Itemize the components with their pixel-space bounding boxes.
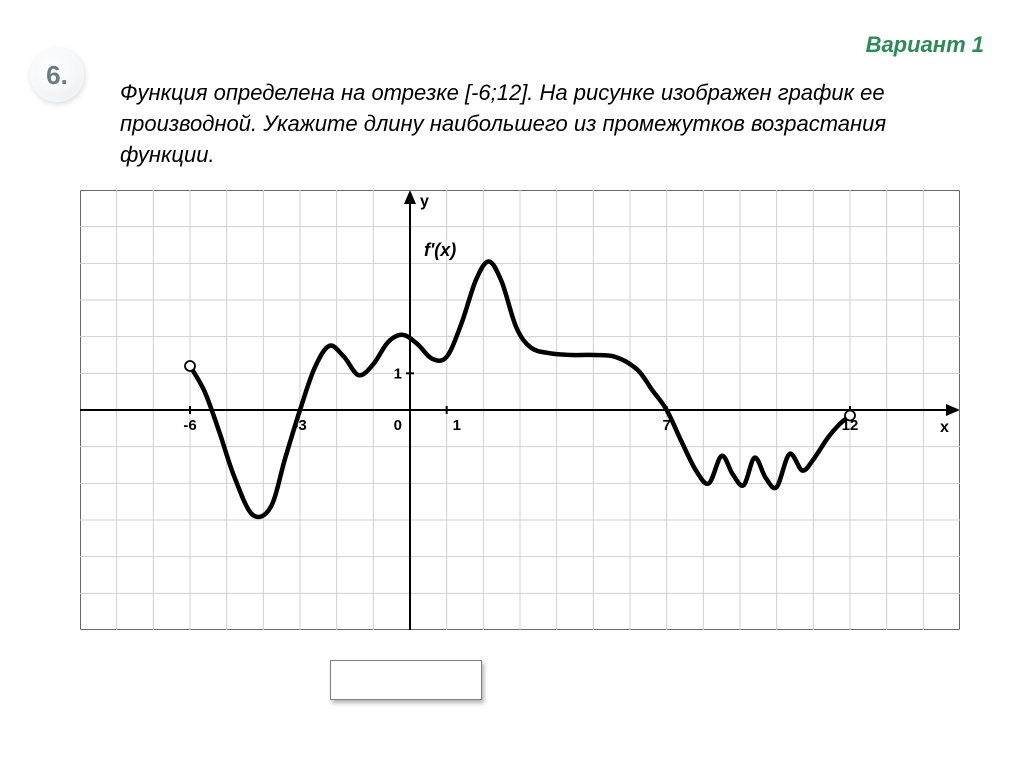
variant-label: Вариант 1 [866,32,984,58]
derivative-chart: y x f'(x) -6 -3 0 1 7 12 1 [80,190,960,630]
svg-text:1: 1 [394,365,402,382]
svg-text:x: x [940,419,949,436]
svg-text:f'(x): f'(x) [424,240,456,260]
svg-text:7: 7 [662,417,670,434]
svg-text:-3: -3 [293,417,306,434]
svg-text:-6: -6 [183,417,196,434]
problem-number-text: 6. [46,60,68,91]
svg-text:y: y [420,193,429,210]
svg-text:1: 1 [453,417,461,434]
answer-input-box[interactable] [330,660,482,700]
chart-svg: y x f'(x) -6 -3 0 1 7 12 1 [80,190,960,630]
svg-text:0: 0 [394,417,402,434]
problem-number-badge: 6. [30,48,84,102]
svg-text:12: 12 [842,417,859,434]
problem-text: Функция определена на отрезке [-6;12]. Н… [120,78,964,170]
